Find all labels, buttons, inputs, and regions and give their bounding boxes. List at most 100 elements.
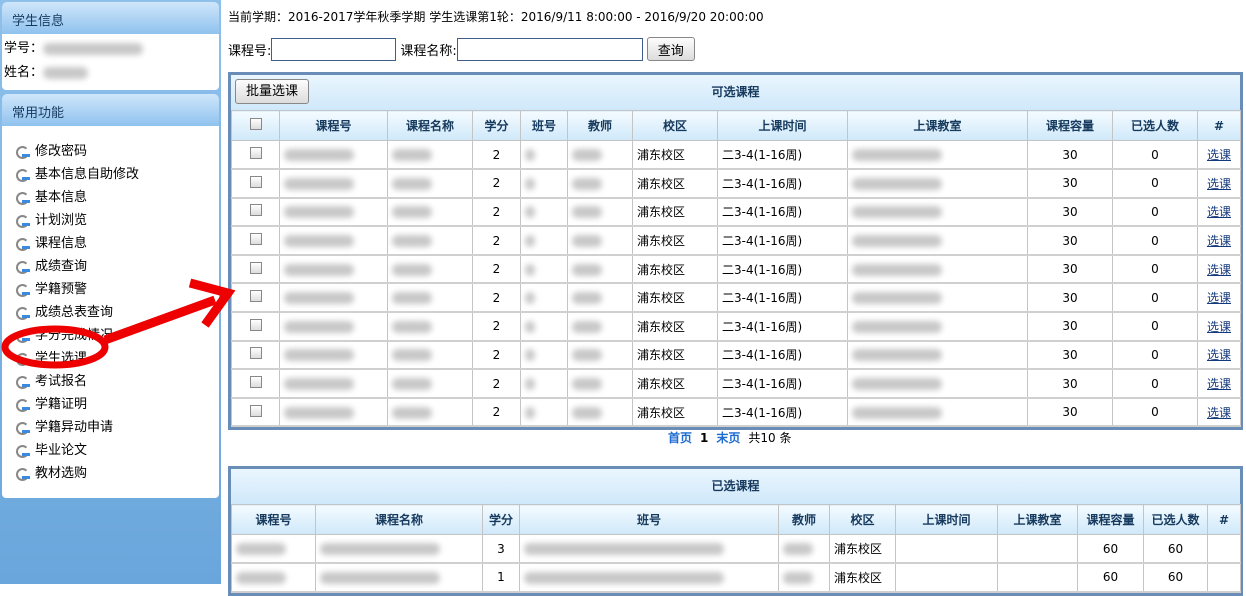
menu-item[interactable]: 成绩总表查询 bbox=[14, 301, 219, 324]
menu-item-label: 考试报名 bbox=[35, 374, 88, 389]
table-cell: 浦东校区 bbox=[632, 397, 718, 428]
menu-item[interactable]: 考试报名 bbox=[14, 370, 219, 393]
select-course-link[interactable]: 选课 bbox=[1206, 205, 1231, 220]
wrench-icon bbox=[14, 397, 32, 413]
menu-item-label: 修改密码 bbox=[35, 144, 88, 159]
available-courses-table: 课程号 课程名称 学分 班号 教师 校区 上课时间 上课教室 课程容量 已选人数 # 2 浦东校区 二3… bbox=[231, 110, 1241, 428]
redacted-text bbox=[852, 320, 942, 333]
redacted-text bbox=[852, 406, 942, 419]
table-row: 2 浦东校区 二3-4(1-16周) 30 0 选课 bbox=[231, 311, 1241, 342]
table-cell: 0 bbox=[1112, 225, 1198, 256]
redacted-text bbox=[852, 263, 942, 276]
student-id-redacted bbox=[43, 42, 144, 55]
table-cell: 二3-4(1-16周) bbox=[717, 140, 848, 171]
select-course-link[interactable]: 选课 bbox=[1206, 291, 1231, 306]
menu-item[interactable]: 学分完成情况 bbox=[14, 324, 219, 347]
row-checkbox[interactable] bbox=[249, 376, 262, 389]
table-cell: 2 bbox=[472, 168, 521, 199]
table-row: 2 浦东校区 二3-4(1-16周) 30 0 选课 bbox=[231, 140, 1241, 171]
table-cell bbox=[520, 225, 568, 256]
select-course-link[interactable]: 选课 bbox=[1206, 348, 1231, 363]
select-course-link[interactable]: 选课 bbox=[1206, 319, 1231, 334]
table-cell: 2 bbox=[472, 225, 521, 256]
redacted-text bbox=[525, 292, 535, 305]
row-checkbox[interactable] bbox=[249, 147, 262, 160]
table-cell: 选课 bbox=[1197, 225, 1241, 256]
table-cell bbox=[231, 254, 280, 285]
menu-item[interactable]: 学籍证明 bbox=[14, 393, 219, 416]
select-course-link[interactable]: 选课 bbox=[1206, 377, 1231, 392]
last-page-link[interactable]: 末页 bbox=[716, 431, 741, 445]
redacted-text bbox=[852, 177, 942, 190]
menu-item[interactable]: 基本信息 bbox=[14, 186, 219, 209]
row-checkbox[interactable] bbox=[249, 233, 262, 246]
table-cell bbox=[847, 311, 1028, 342]
redacted-text bbox=[392, 406, 432, 419]
select-course-link[interactable]: 选课 bbox=[1206, 148, 1231, 163]
row-checkbox[interactable] bbox=[249, 261, 262, 274]
menu-item[interactable]: 学籍预警 bbox=[14, 278, 219, 301]
redacted-text bbox=[284, 378, 354, 391]
select-course-link[interactable]: 选课 bbox=[1206, 234, 1231, 249]
student-info-header: 学生信息 bbox=[2, 2, 219, 34]
course-name-input[interactable] bbox=[456, 37, 643, 61]
row-checkbox[interactable] bbox=[249, 290, 262, 303]
table-cell bbox=[847, 282, 1028, 314]
selected-courses-title: 已选课程 bbox=[711, 479, 760, 493]
select-all-checkbox[interactable] bbox=[249, 118, 262, 130]
table-cell: 浦东校区 bbox=[632, 311, 718, 342]
table-cell bbox=[231, 562, 316, 593]
menu-item[interactable]: 计划浏览 bbox=[14, 209, 219, 232]
table-cell bbox=[279, 254, 388, 285]
table-cell: 1 bbox=[482, 562, 520, 593]
table-cell bbox=[231, 225, 280, 256]
first-page-link[interactable]: 首页 bbox=[668, 431, 693, 445]
row-checkbox[interactable] bbox=[249, 204, 262, 217]
menu-item[interactable]: 教材选购 bbox=[14, 462, 219, 485]
selected-courses-table: 课程号 课程名称 学分 班号 教师 校区 上课时间 上课教室 课程容量 已选人数 # 3 浦东校区 60… bbox=[231, 504, 1241, 593]
table-cell bbox=[847, 397, 1028, 428]
table-cell bbox=[279, 140, 388, 171]
table-cell bbox=[231, 140, 280, 171]
table-cell bbox=[519, 534, 779, 565]
column-header: 上课时间 bbox=[717, 110, 848, 141]
select-course-link[interactable]: 选课 bbox=[1206, 262, 1231, 277]
table-cell: 选课 bbox=[1197, 168, 1241, 199]
menu-item[interactable]: 学籍异动申请 bbox=[14, 416, 219, 439]
menu-item[interactable]: 基本信息自助修改 bbox=[14, 163, 219, 186]
row-checkbox[interactable] bbox=[249, 347, 262, 360]
name-redacted bbox=[43, 66, 89, 79]
query-button[interactable]: 查询 bbox=[646, 37, 695, 61]
table-cell: 浦东校区 bbox=[632, 140, 718, 171]
table-cell: 2 bbox=[472, 197, 521, 228]
menu-item[interactable]: 毕业论文 bbox=[14, 439, 219, 462]
redacted-text bbox=[525, 177, 535, 190]
row-checkbox[interactable] bbox=[249, 404, 262, 417]
batch-select-button[interactable]: 批量选课 bbox=[235, 79, 310, 104]
student-id-row: 学号： bbox=[4, 38, 217, 62]
redacted-text bbox=[572, 349, 602, 362]
table-cell bbox=[231, 168, 280, 199]
table-cell: 0 bbox=[1112, 254, 1198, 285]
select-course-link[interactable]: 选课 bbox=[1206, 405, 1231, 420]
menu-item[interactable]: 成绩查询 bbox=[14, 255, 219, 278]
course-no-input[interactable] bbox=[271, 37, 397, 61]
redacted-text bbox=[852, 206, 942, 219]
name-row: 姓名： bbox=[4, 62, 217, 86]
table-cell bbox=[520, 254, 568, 285]
redacted-text bbox=[284, 292, 354, 305]
select-course-link[interactable]: 选课 bbox=[1206, 176, 1231, 191]
table-cell bbox=[387, 368, 473, 399]
menu-item[interactable]: 学生选课 bbox=[14, 347, 219, 370]
row-checkbox[interactable] bbox=[249, 318, 262, 331]
menu-item-label: 学籍证明 bbox=[35, 397, 88, 412]
table-cell bbox=[567, 340, 633, 371]
menu-item[interactable]: 修改密码 bbox=[14, 140, 219, 163]
menu-item[interactable]: 课程信息 bbox=[14, 232, 219, 255]
table-cell bbox=[847, 254, 1028, 285]
table-cell bbox=[997, 562, 1078, 593]
wrench-icon bbox=[14, 236, 32, 252]
table-cell bbox=[231, 368, 280, 399]
row-checkbox[interactable] bbox=[249, 175, 262, 188]
table-cell bbox=[778, 534, 830, 565]
